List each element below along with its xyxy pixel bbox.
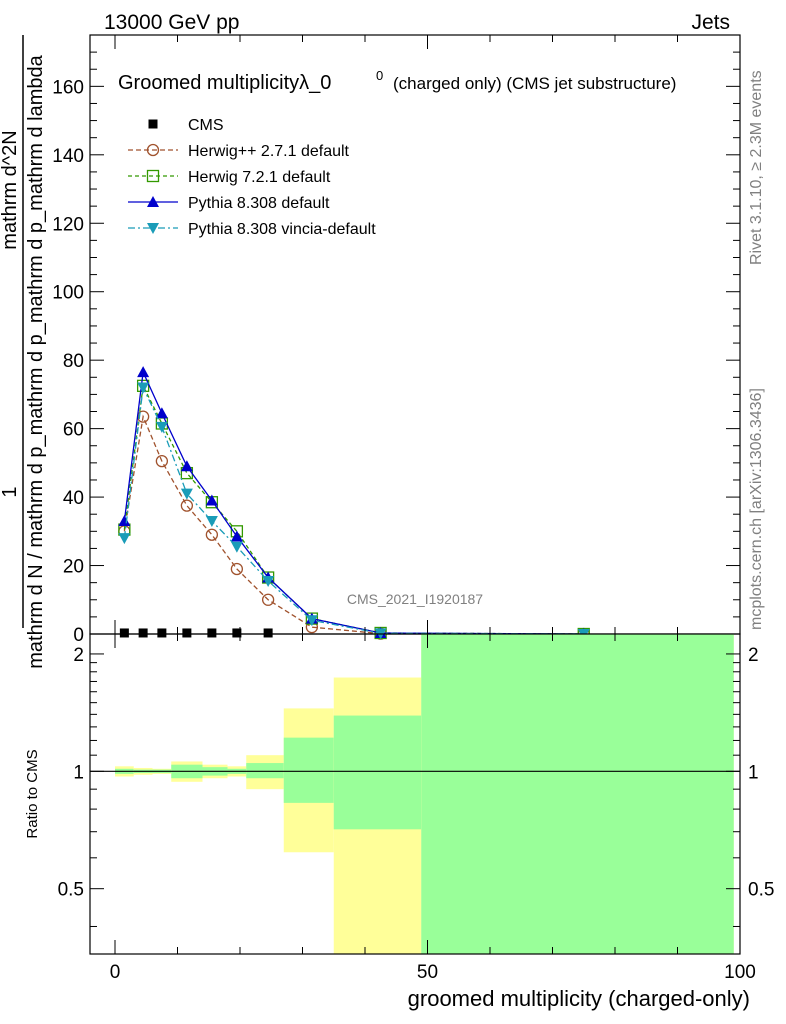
x-tick-label: 100 <box>724 962 756 983</box>
ratio-y-tick-label-right: 1 <box>748 762 759 783</box>
legend-label: Pythia 8.308 vincia-default <box>188 221 376 238</box>
data-point <box>180 499 194 512</box>
x-tick-label: 0 <box>110 962 121 983</box>
main-y-tick-label: 80 <box>63 351 84 372</box>
x-ticks: 0 50 100 <box>110 35 756 983</box>
data-point <box>205 494 218 506</box>
main-y-tick-label: 140 <box>52 146 84 167</box>
data-point <box>205 528 219 541</box>
data-point <box>155 454 169 468</box>
legend-marker <box>147 196 159 207</box>
legend-label: Pythia 8.308 default <box>188 195 330 212</box>
ratio-y-tick-label: 0.5 <box>58 880 84 901</box>
legend-entry: Herwig 7.2.1 default <box>128 169 331 186</box>
ratio-y-tick-label-right: 2 <box>748 645 759 666</box>
data-point <box>138 628 148 638</box>
series-line <box>123 385 584 635</box>
legend-marker <box>146 169 160 183</box>
legend-label: CMS <box>188 117 224 134</box>
plot-title: Groomed multiplicityλ_0 0 (charged only)… <box>118 68 676 94</box>
analysis-watermark: CMS_2021_I1920187 <box>347 591 483 607</box>
legend-entry: Pythia 8.308 vincia-default <box>128 221 376 238</box>
data-point <box>137 366 150 378</box>
data-point <box>180 488 193 500</box>
legend-marker <box>148 119 158 129</box>
legend: CMS Herwig++ 2.7.1 default Herwig 7.2.1 de… <box>128 117 376 238</box>
stat-uncertainty-band <box>246 763 284 779</box>
x-axis-label: groomed multiplicity (charged-only) <box>408 986 750 1011</box>
main-y-tick-label: 0 <box>73 625 84 646</box>
ratio-y-tick-label: 2 <box>73 645 84 666</box>
mcplots-label: mcplots.cern.ch [arXiv:1306.3436] <box>748 388 765 630</box>
series-0 <box>119 628 273 638</box>
header-jets-label: Jets <box>691 11 730 34</box>
stat-uncertainty-band <box>421 634 734 954</box>
data-point <box>155 407 168 419</box>
legend-marker <box>146 143 160 157</box>
data-point <box>118 533 131 545</box>
ratio-panel: 0.5 0.5 1 1 2 2 0 50 100 Ratio to CMS groomed m… <box>24 35 774 1011</box>
data-point <box>230 562 244 576</box>
data-point <box>182 628 192 638</box>
ylabel-right-top: mathrm d^2N <box>0 130 21 249</box>
data-point <box>180 460 193 472</box>
data-point <box>118 515 131 527</box>
ratio-ylabel: Ratio to CMS <box>24 749 41 838</box>
legend-entry: Pythia 8.308 default <box>128 195 330 212</box>
legend-marker <box>147 223 159 234</box>
data-point <box>230 541 243 553</box>
main-y-tick-label: 120 <box>52 214 84 235</box>
main-y-tick-label: 100 <box>52 283 84 304</box>
legend-label: Herwig++ 2.7.1 default <box>188 143 350 160</box>
data-point <box>157 628 167 638</box>
main-y-tick-label: 60 <box>63 420 84 441</box>
ratio-y-tick-label: 1 <box>73 762 84 783</box>
ratio-y-tick-label-right: 0.5 <box>748 880 774 901</box>
legend-entry: CMS <box>148 117 224 134</box>
stat-uncertainty-band <box>333 715 422 830</box>
data-point <box>230 530 243 542</box>
series-line <box>123 414 584 635</box>
main-y-tick-label: 160 <box>52 77 84 98</box>
data-point <box>261 593 275 606</box>
header-energy-label: 13000 GeV pp <box>104 11 239 34</box>
data-point <box>119 628 129 638</box>
ratio-frame <box>89 633 741 955</box>
ratio-bands <box>115 634 734 954</box>
stat-uncertainty-band <box>283 737 334 803</box>
rivet-label: Rivet 3.1.10, ≥ 2.3M events <box>748 70 765 265</box>
legend-entry: Herwig++ 2.7.1 default <box>128 143 350 160</box>
main-y-tick-label: 20 <box>63 557 84 578</box>
main-ylabel: 1 mathrm d N / mathrm d p_mathrm d p_mat… <box>0 35 47 669</box>
data-point <box>263 628 273 638</box>
title-suffix: (charged only) (CMS jet substructure) <box>393 74 676 93</box>
title-main: Groomed multiplicityλ_0 <box>118 72 331 94</box>
main-y-tick-label: 40 <box>63 488 84 509</box>
ylabel-denominator: mathrm d N / mathrm d p_mathrm d p_mathr… <box>25 54 47 668</box>
data-point <box>262 575 275 587</box>
legend-label: Herwig 7.2.1 default <box>188 169 331 186</box>
title-superscript: 0 <box>376 68 383 83</box>
data-point <box>155 421 168 433</box>
data-point <box>232 628 242 638</box>
series-line <box>123 369 584 635</box>
data-point <box>305 615 318 627</box>
ylabel-numerator: 1 <box>0 486 21 497</box>
ratio-y-ticks: 0.5 0.5 1 1 2 2 <box>58 645 774 927</box>
x-tick-label: 50 <box>417 962 438 983</box>
data-point <box>137 382 150 394</box>
data-point <box>205 516 218 528</box>
data-point <box>207 628 217 638</box>
main-y-ticks: 0 20 40 60 80 100 120 140 160 <box>52 34 740 646</box>
